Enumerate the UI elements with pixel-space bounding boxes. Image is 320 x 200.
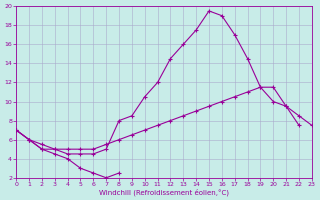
X-axis label: Windchill (Refroidissement éolien,°C): Windchill (Refroidissement éolien,°C) [99, 188, 229, 196]
